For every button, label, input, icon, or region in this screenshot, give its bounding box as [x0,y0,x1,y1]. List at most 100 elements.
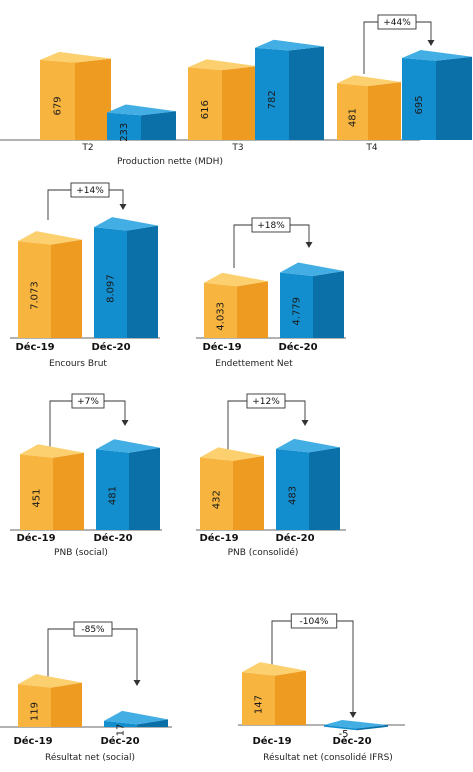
bar-1-1-1: 8.097 [94,217,158,338]
bar-2-1-1-value-label: 4.779 [292,297,303,326]
growth-badge-box [246,393,286,409]
bar-0-2-1-value-label: 782 [267,90,278,109]
bar-6-1-1-value-label: -5 [339,729,349,740]
category-label: Déc-20 [100,735,139,747]
bar-6-0-0-front [242,672,275,725]
bar-3-1-1: 481 [96,439,160,530]
category-label: T4 [365,143,377,153]
bar-0-2-1: 782 [255,39,324,140]
bar-0-3-0: 481 [337,75,401,140]
bar-0-3-0-front [337,83,368,140]
bar-4-0-0-front [200,457,233,530]
bracket-left [47,628,74,680]
bar-2-1-1-top [280,262,344,277]
category-label: Déc-20 [332,735,371,747]
bar-4-0-0: 432 [200,447,264,530]
bar-3-0-0-top [20,444,84,458]
arrow-head [349,712,357,718]
chart-title: Résultat net (social) [45,752,135,763]
category-label: Déc-19 [199,532,238,544]
growth-badge-box [71,393,105,409]
bar-0-3-0-top [337,75,401,87]
bracket-left [49,400,72,456]
bar-3-1-1-front [96,449,129,530]
bar-4-1-1-value-label: 483 [288,486,299,505]
bracket-right [104,400,126,421]
bar-4-0-0-top [200,447,264,461]
growth-badge-label: -104% [300,617,329,627]
bar-2-1-1-front [280,272,313,338]
bar-6-0-0-value-label: 147 [254,695,265,714]
category-label: Déc-19 [252,735,291,747]
bar-6-0-0-side [275,670,306,725]
bar-6-0-0: 147 [242,662,306,725]
bar-0-2-1-side [289,46,324,140]
bracket-right [109,189,124,205]
category-label: Déc-20 [275,532,314,544]
bar-5-0-0-top [18,674,82,688]
bar-0-3-1-side [436,56,472,140]
bar-2-0-0-side [237,281,268,338]
growth-badge-label: +18% [257,221,285,231]
chart-title: Endettement Net [215,359,293,369]
bracket-right [285,400,306,421]
bar-5-1-1-top [104,710,168,725]
bar-0-3-1: 695 [402,49,472,140]
bar-0-3-0-value-label: 481 [348,108,359,127]
bar-5-1-1: 17 [104,710,168,736]
bracket-left [271,620,292,676]
growth-badge-box [377,14,417,30]
arrow-head [119,204,127,210]
bar-2-1-1: 4.779 [280,262,344,338]
growth-badge-label: +12% [252,397,280,407]
bar-0-1-0-value-label: 679 [53,96,64,115]
bar-6-1-1-front [324,725,357,731]
bar-6-1-1-side [357,725,388,731]
bar-3-0-0: 451 [20,444,84,530]
arrow-head [427,40,435,46]
bar-0-1-0: 679 [40,51,111,140]
bar-5-0-0-front [18,684,51,727]
bar-0-1-1: 233 [107,104,176,142]
bar-0-2-0-side [222,66,257,140]
category-label: Déc-19 [13,735,52,747]
bar-4-1-1: 483 [276,438,340,530]
category-label: Déc-20 [91,341,130,353]
bar-6-0-0-top [242,662,306,676]
bar-2-0-0: 4.033 [204,272,268,338]
bar-1-1-1-side [127,225,158,338]
bar-3-0-0-value-label: 451 [32,489,43,508]
growth-badge-box [290,613,338,629]
bar-0-3-1-top [402,49,472,61]
growth-badge-box [70,182,110,198]
bar-0-3-1-value-label: 695 [414,95,425,114]
bar-3-1-1-top [96,439,160,453]
bar-1-0-0: 7.073 [18,231,82,338]
bar-1-1-1-front [94,227,127,338]
bar-0-1-1-side [141,111,176,140]
bar-0-2-0: 616 [188,59,257,140]
growth-badge-label: +14% [76,186,104,196]
category-label: T3 [231,143,243,153]
bracket-left [47,189,71,220]
arrow-head [305,242,313,248]
bar-0-1-0-top [40,51,111,63]
growth-badge-label: -85% [81,625,105,635]
category-label: Déc-20 [93,532,132,544]
bar-0-1-0-front [40,59,75,140]
chart-title: Encours Brut [49,359,107,369]
category-label: Déc-19 [16,532,55,544]
chart-title: Production nette (MDH) [117,157,223,167]
category-label: Déc-19 [202,341,241,353]
bar-4-1-1-front [276,448,309,530]
bar-3-0-0-front [20,454,53,530]
bar-0-2-0-value-label: 616 [200,100,211,119]
arrow-head [121,420,129,426]
bar-4-0-0-value-label: 432 [212,490,223,509]
bar-2-1-1-side [313,271,344,338]
bar-0-2-1-top [255,39,324,51]
bar-5-0-0-value-label: 119 [30,702,41,721]
growth-badge-box [251,217,291,233]
bar-3-0-0-side [53,452,84,530]
bracket-left [233,224,252,268]
